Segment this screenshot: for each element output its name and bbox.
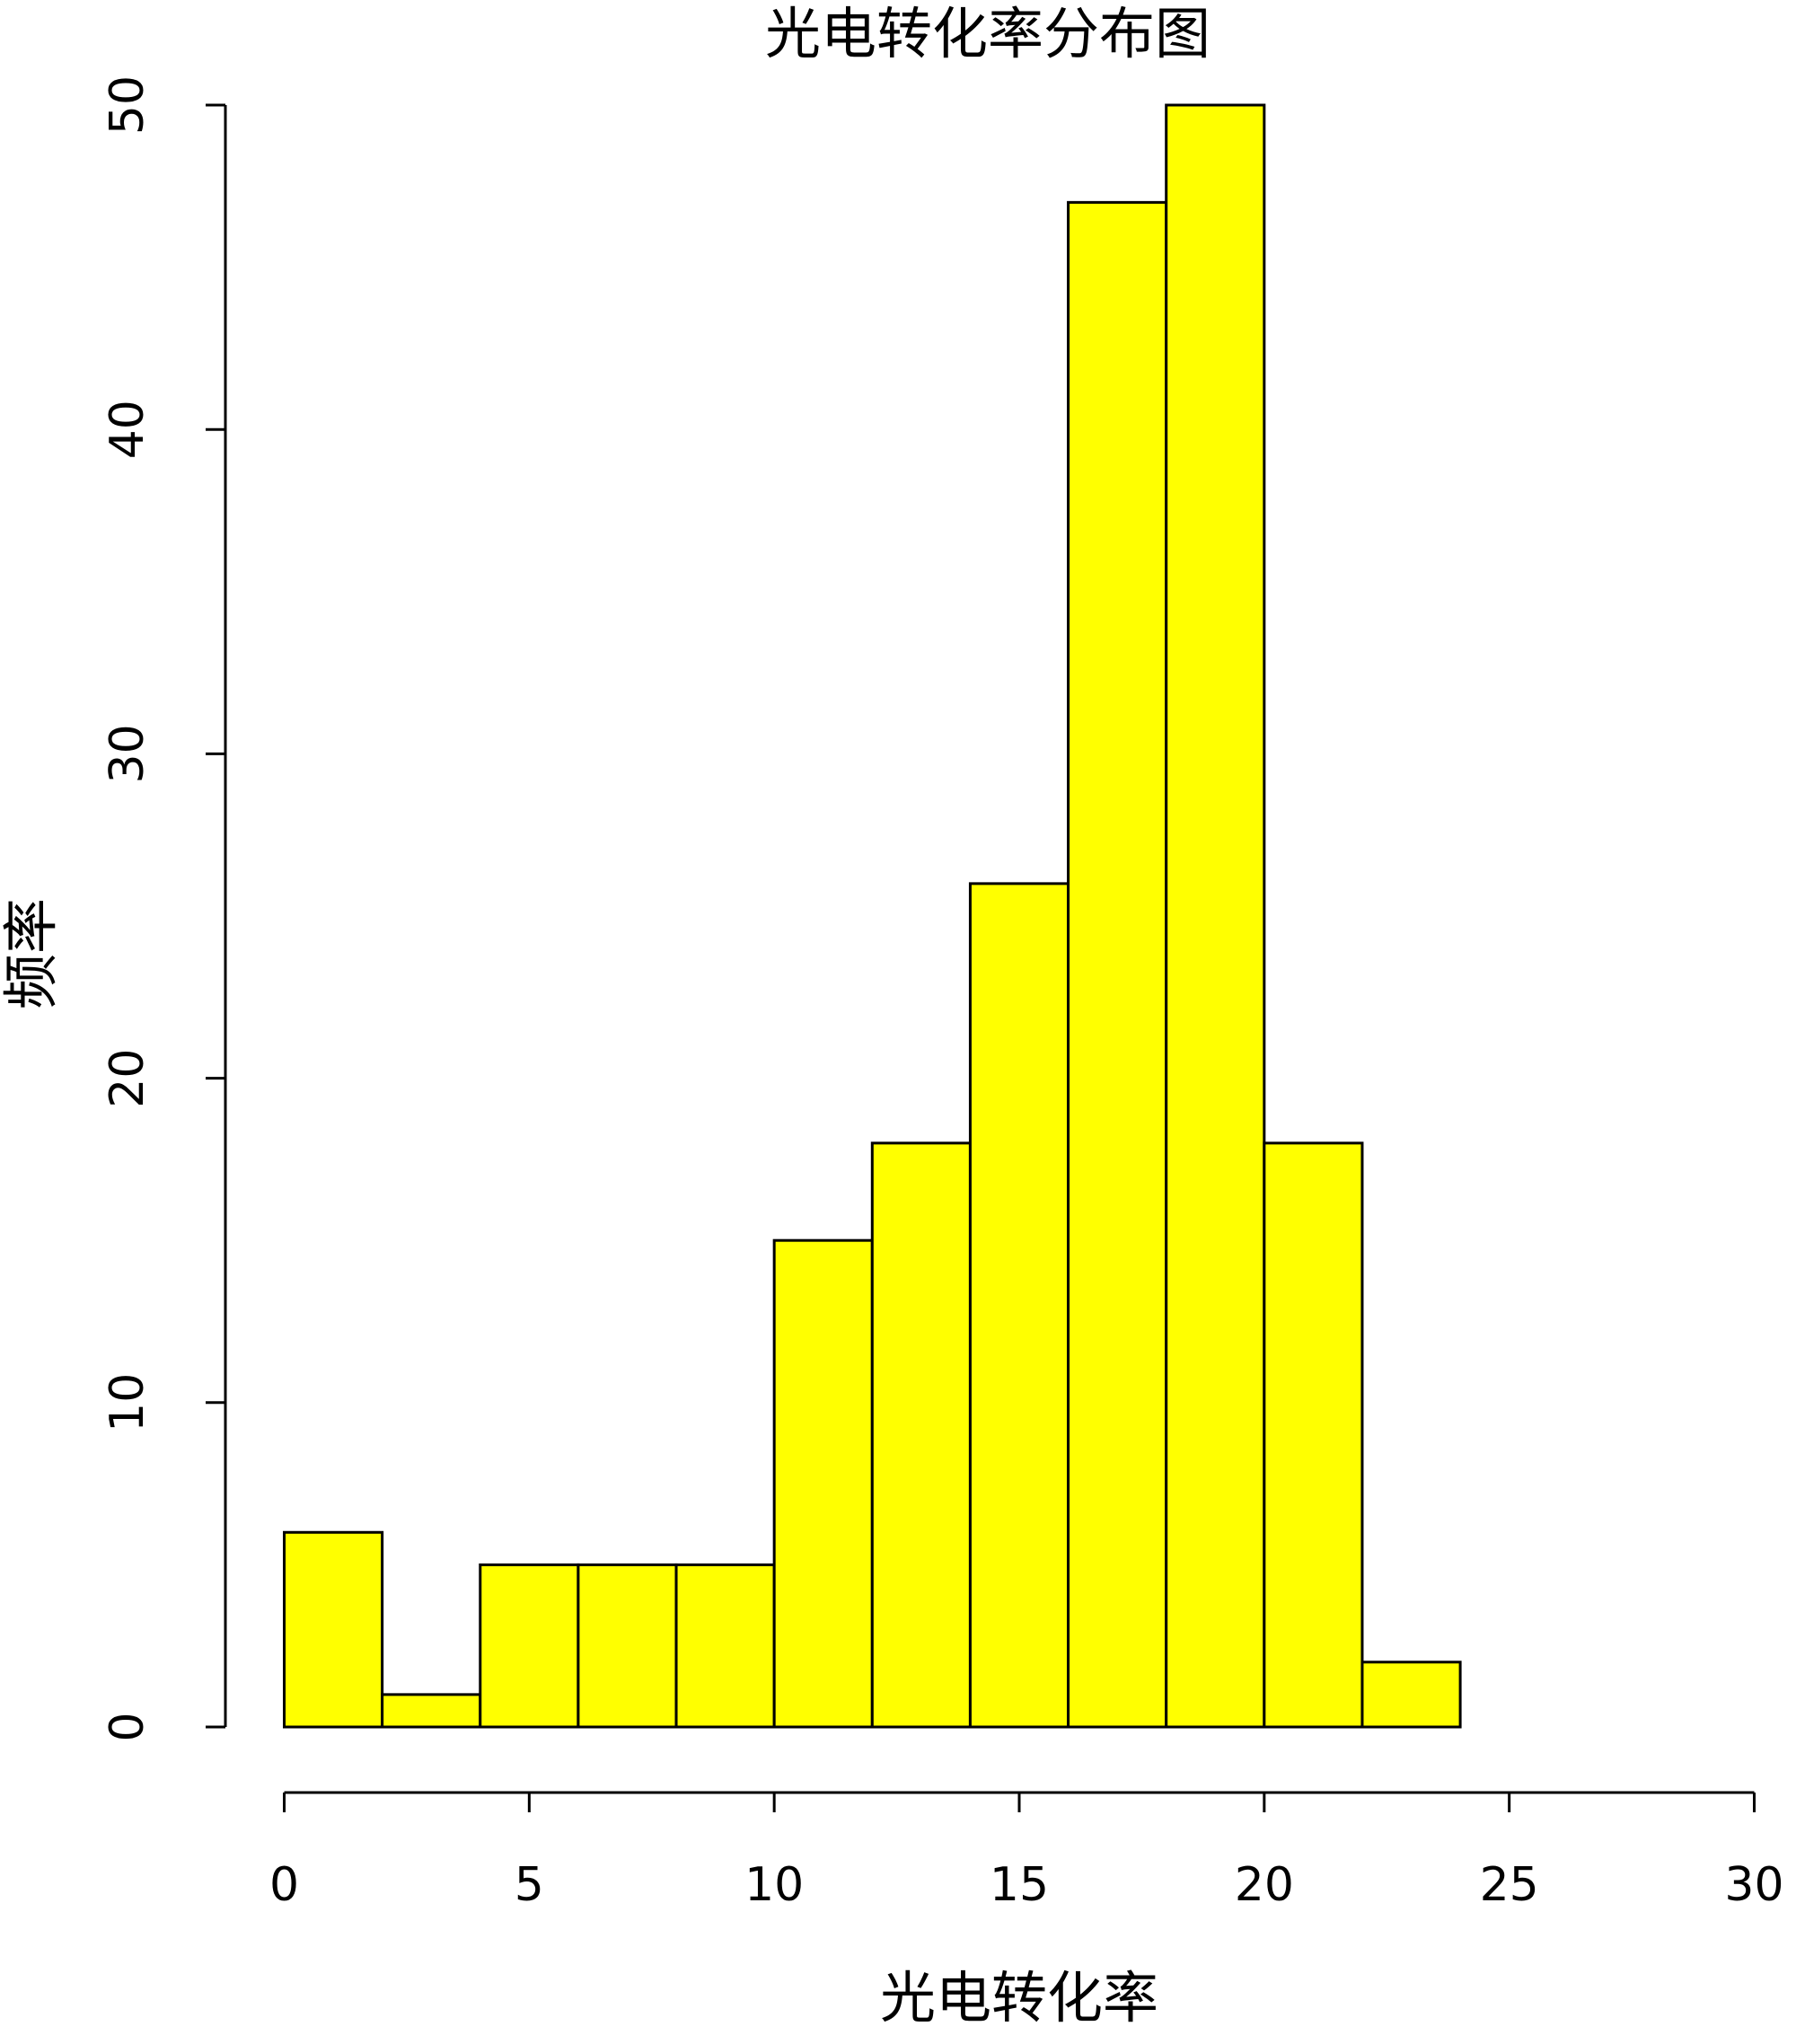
y-tick-label: 50 <box>101 75 154 135</box>
y-tick-label: 40 <box>101 400 154 459</box>
bar <box>381 1693 482 1729</box>
x-tick-label: 5 <box>515 1858 544 1912</box>
bar <box>870 1141 972 1729</box>
bar <box>968 882 1070 1729</box>
bar <box>772 1238 874 1729</box>
bar <box>674 1563 776 1729</box>
bar <box>1165 103 1266 1729</box>
y-tick-label: 10 <box>101 1373 154 1432</box>
x-tick-label: 20 <box>1235 1858 1294 1912</box>
y-tick-label: 0 <box>101 1712 154 1741</box>
x-tick-label: 30 <box>1724 1858 1783 1912</box>
bar <box>283 1530 384 1729</box>
chart-title: 光电转化率分布图 <box>765 1 1211 66</box>
bar <box>479 1563 580 1729</box>
bar <box>577 1563 678 1729</box>
x-tick-label: 0 <box>269 1858 299 1912</box>
x-tick-label: 25 <box>1480 1858 1539 1912</box>
bar <box>1067 200 1168 1729</box>
y-axis-title: 频率 <box>0 898 64 1009</box>
y-tick-label: 30 <box>101 724 154 783</box>
x-tick-label: 15 <box>990 1858 1049 1912</box>
x-axis-title: 光电转化率 <box>880 1965 1158 2031</box>
x-tick-label: 10 <box>744 1858 804 1912</box>
y-tick-label: 20 <box>101 1049 154 1108</box>
bar <box>1360 1661 1462 1729</box>
bar <box>1263 1141 1364 1729</box>
